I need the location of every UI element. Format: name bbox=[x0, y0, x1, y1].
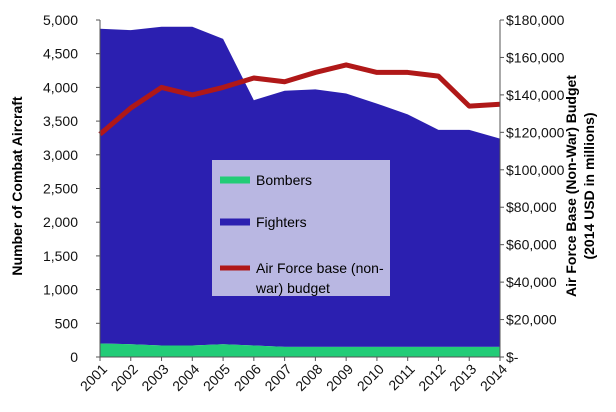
left-tick-label: 4,000 bbox=[43, 79, 78, 95]
budget-line bbox=[98, 62, 501, 137]
x-tick-label: 2004 bbox=[169, 361, 202, 394]
x-tick-label: 2009 bbox=[323, 361, 356, 394]
left-tick-label: 2,000 bbox=[43, 214, 78, 230]
legend-label-budget: Air Force base (non- war) budget bbox=[255, 260, 388, 296]
x-tick-label: 2006 bbox=[231, 361, 264, 394]
left-tick-label: 0 bbox=[70, 349, 78, 365]
legend-label-budget-line1: Air Force base (non- bbox=[256, 260, 384, 276]
right-tick-label: $- bbox=[506, 349, 519, 365]
left-tick-label: 3,500 bbox=[43, 113, 78, 129]
right-tick-label: $180,000 bbox=[506, 12, 565, 28]
x-tick-label: 2014 bbox=[477, 361, 510, 394]
legend-label-budget-line2: war) budget bbox=[255, 280, 330, 296]
x-tick-label: 2001 bbox=[77, 361, 110, 394]
right-tick-label: $20,000 bbox=[506, 312, 557, 328]
legend: Bombers Fighters Air Force base (non- wa… bbox=[212, 160, 390, 296]
left-tick-label: 5,000 bbox=[43, 12, 78, 28]
x-tick-label: 2010 bbox=[354, 361, 387, 394]
left-tick-label: 4,500 bbox=[43, 46, 78, 62]
left-tick-label: 1,000 bbox=[43, 282, 78, 298]
x-tick-label: 2007 bbox=[261, 361, 294, 394]
legend-label-bombers: Bombers bbox=[256, 172, 312, 188]
left-axis-title: Number of Combat Aircraft bbox=[9, 96, 25, 276]
right-tick-label: $140,000 bbox=[506, 87, 565, 103]
x-tick-label: 2002 bbox=[108, 361, 141, 394]
right-axis-title-line2: (2014 USD in millions) bbox=[581, 112, 597, 259]
x-tick-label: 2008 bbox=[292, 361, 325, 394]
x-tick-label: 2012 bbox=[415, 361, 448, 394]
right-tick-label: $80,000 bbox=[506, 199, 557, 215]
x-tick-label: 2003 bbox=[138, 361, 171, 394]
left-tick-label: 2,500 bbox=[43, 181, 78, 197]
legend-label-fighters: Fighters bbox=[256, 214, 307, 230]
right-tick-label: $40,000 bbox=[506, 274, 557, 290]
right-axis-title-line1: Air Force Base (Non-War) Budget bbox=[563, 75, 579, 297]
right-tick-label: $100,000 bbox=[506, 162, 565, 178]
left-tick-label: 1,500 bbox=[43, 248, 78, 264]
x-tick-label: 2013 bbox=[446, 361, 479, 394]
left-tick-label: 500 bbox=[55, 315, 79, 331]
x-tick-label: 2005 bbox=[200, 361, 233, 394]
right-tick-label: $60,000 bbox=[506, 237, 557, 253]
left-tick-label: 3,000 bbox=[43, 147, 78, 163]
right-tick-label: $120,000 bbox=[506, 124, 565, 140]
right-tick-label: $160,000 bbox=[506, 49, 565, 65]
bombers-area bbox=[100, 343, 500, 357]
x-tick-label: 2011 bbox=[385, 361, 418, 394]
